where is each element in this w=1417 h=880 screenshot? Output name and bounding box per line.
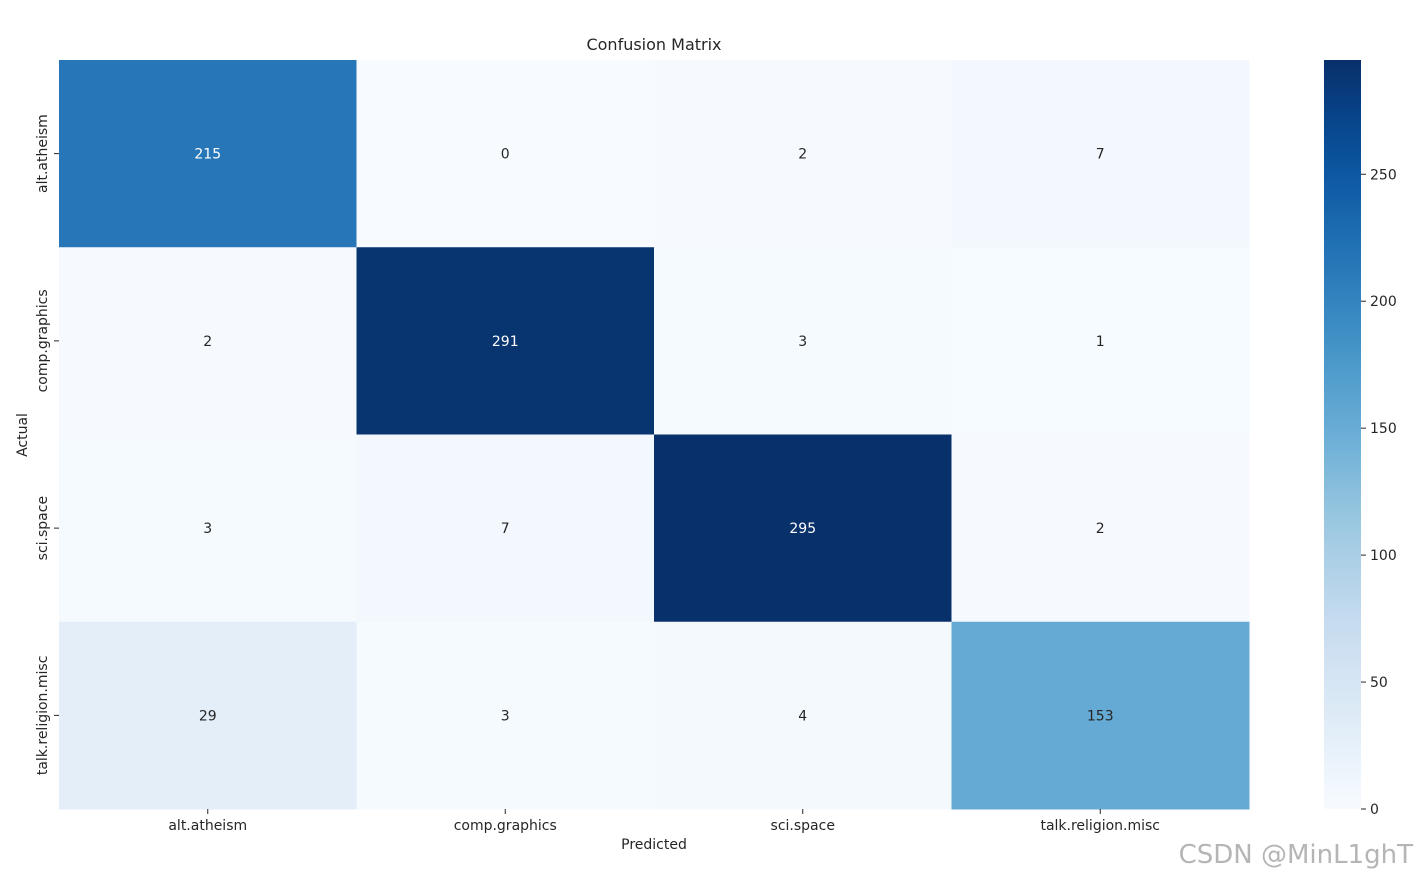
x-tick-label-1: comp.graphics — [454, 818, 557, 834]
y-tick-label-1: comp.graphics — [35, 289, 51, 392]
heatmap-cell-r2-c0 — [59, 434, 357, 623]
x-tick-label-2: sci.space — [771, 818, 835, 834]
cell-value-label-r0-c3: 7 — [1096, 147, 1105, 163]
colorbar-tick-label-3: 150 — [1370, 421, 1397, 437]
colorbar-tick-label-1: 50 — [1370, 675, 1388, 691]
x-axis-label: Predicted — [621, 837, 687, 853]
heatmap-cells: 215 0 2 7 2 291 3 1 3 7 295 2 29 3 4 153 — [59, 60, 1250, 810]
x-tick-label-0: alt.atheism — [168, 818, 247, 834]
y-tick-label-3: talk.religion.misc — [35, 656, 51, 776]
heatmap-cell-r0-c1 — [356, 60, 655, 248]
cell-value-label-r2-c3: 2 — [1096, 521, 1105, 537]
cell-value-label-r2-c1: 7 — [501, 521, 510, 537]
colorbar-tick-label-4: 200 — [1370, 294, 1397, 310]
cell-value-label-r3-c1: 3 — [501, 708, 510, 724]
heatmap-cell-r1-c2 — [654, 247, 952, 435]
cell-value-label-r0-c2: 2 — [798, 147, 807, 163]
heatmap-cell-r0-c2 — [654, 60, 952, 248]
cell-value-label-r0-c0: 215 — [194, 147, 221, 163]
cell-value-label-r1-c2: 3 — [798, 334, 807, 350]
colorbar — [1324, 60, 1361, 809]
heatmap-cell-r2-c3 — [951, 434, 1250, 623]
watermark-text: CSDN @MinL1ghT — [1178, 840, 1413, 870]
y-tick-label-0: alt.atheism — [35, 114, 51, 193]
heatmap-cell-r1-c0 — [59, 247, 357, 435]
x-axis-ticks: alt.atheism comp.graphics sci.space talk.re… — [168, 809, 1160, 834]
cell-value-label-r1-c1: 291 — [492, 334, 519, 350]
x-tick-label-3: talk.religion.misc — [1040, 818, 1160, 834]
heatmap-cell-r3-c2 — [654, 621, 952, 810]
colorbar-tick-label-5: 250 — [1370, 167, 1397, 183]
heatmap-cell-r3-c1 — [356, 621, 655, 810]
y-axis-ticks: alt.atheism comp.graphics sci.space talk.re… — [35, 114, 59, 775]
colorbar-tick-label-0: 0 — [1370, 802, 1379, 818]
heatmap-cell-r1-c1 — [356, 247, 655, 435]
chart-title: Confusion Matrix — [586, 35, 721, 54]
y-axis-label: Actual — [15, 413, 31, 457]
y-tick-label-2: sci.space — [35, 496, 51, 560]
cell-value-label-r2-c2: 295 — [789, 521, 816, 537]
cell-value-label-r1-c0: 2 — [203, 334, 212, 350]
heatmap-cell-r2-c1 — [356, 434, 655, 623]
heatmap-cell-r0-c3 — [951, 60, 1250, 248]
cell-value-label-r3-c0: 29 — [199, 708, 217, 724]
heatmap-cell-r3-c0 — [59, 621, 357, 810]
cell-value-label-r2-c0: 3 — [203, 521, 212, 537]
heatmap-cell-r2-c2 — [654, 434, 952, 623]
cell-value-label-r3-c3: 153 — [1087, 708, 1114, 724]
heatmap-cell-r3-c3 — [951, 621, 1250, 810]
heatmap-cell-r1-c3 — [951, 247, 1250, 435]
cell-value-label-r0-c1: 0 — [501, 147, 510, 163]
colorbar-ticks: 0 50 100 150 200 250 — [1361, 167, 1397, 818]
cell-value-label-r3-c2: 4 — [798, 708, 807, 724]
colorbar-tick-label-2: 100 — [1370, 548, 1397, 564]
heatmap-cell-r0-c0 — [59, 60, 357, 248]
cell-value-label-r1-c3: 1 — [1096, 334, 1105, 350]
